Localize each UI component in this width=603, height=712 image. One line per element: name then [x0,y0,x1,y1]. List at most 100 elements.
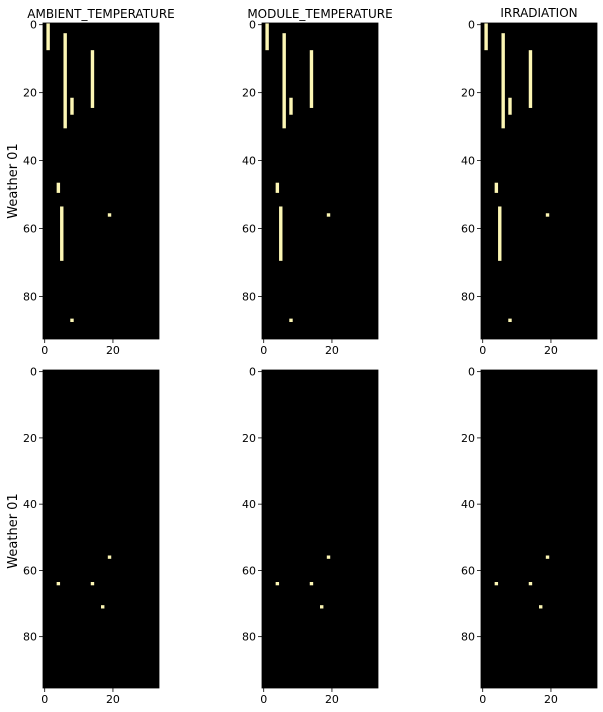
heatmap-background [262,370,378,688]
heatmap-cell [70,318,74,323]
heatmap-panel: 0 20 40 60 80 0 20 [461,19,598,357]
y-tick-label: 20 [242,87,256,100]
heatmap-cell [63,33,67,129]
y-tick-label: 40 [242,155,256,168]
x-tick-label: 20 [544,693,558,706]
heatmap-cell [90,50,95,108]
heatmap-background [481,370,597,688]
heatmap-cell [508,318,512,323]
y-tick-label: 40 [23,498,37,511]
row-label-top: Weather 01 [6,143,21,218]
y-tick-label: 0 [468,366,475,379]
heatmap-cell [501,33,505,129]
heatmap-cell [46,23,50,51]
heatmap-panel: 0 20 40 60 80 0 20 [461,366,598,706]
heatmap-panels: 0 20 40 60 80 0 20 0 20 40 60 80 0 20 0 20 40 60 80 0 20 0 20 4… [23,19,598,706]
heatmap-cell [289,318,293,323]
x-tick-label: 0 [479,344,486,357]
heatmap-cell [326,213,331,217]
x-tick-label: 20 [106,344,120,357]
heatmap-cell [494,582,499,586]
heatmap-cell [289,97,293,115]
heatmap-background [262,23,378,339]
y-tick-label: 0 [30,19,37,32]
y-tick-label: 60 [242,564,256,577]
y-tick-label: 20 [242,432,256,445]
y-tick-label: 40 [23,155,37,168]
heatmap-cell [56,582,61,586]
heatmap-cell [508,97,512,115]
heatmap-cell [282,33,286,129]
heatmap-cell [275,182,280,193]
heatmap-panel: 0 20 40 60 80 0 20 [23,366,160,706]
heatmap-cell [539,605,543,609]
axes-frame [42,22,160,340]
col-title-module-temperature: MODULE_TEMPERATURE [247,7,392,21]
heatmap-cell [545,555,550,559]
y-tick-label: 80 [242,291,256,304]
y-tick-label: 60 [461,564,475,577]
x-tick-label: 20 [544,344,558,357]
heatmap-panel: 0 20 40 60 80 0 20 [242,366,379,706]
y-tick-label: 0 [249,366,256,379]
y-tick-label: 80 [461,291,475,304]
x-tick-label: 20 [325,344,339,357]
heatmap-cell [70,97,74,115]
heatmap-cell [494,182,499,193]
y-tick-label: 20 [461,432,475,445]
heatmap-cell [484,23,488,51]
heatmap-background [43,23,159,339]
heatmap-cell [545,213,550,217]
heatmap-background [481,23,597,339]
y-tick-label: 20 [23,87,37,100]
axes-frame [480,369,598,689]
heatmap-cell [279,206,283,261]
y-tick-label: 0 [249,19,256,32]
heatmap-cell [56,182,61,193]
heatmap-panel: 0 20 40 60 80 0 20 [23,19,160,357]
heatmap-cell [309,50,314,108]
x-tick-label: 0 [260,693,267,706]
heatmap-cell [528,582,533,586]
y-tick-label: 40 [461,498,475,511]
heatmap-cell [90,582,95,586]
heatmap-cell [320,605,324,609]
y-tick-label: 80 [23,631,37,644]
y-tick-label: 40 [461,155,475,168]
y-tick-label: 80 [461,631,475,644]
y-tick-label: 60 [23,223,37,236]
heatmap-cell [326,555,331,559]
heatmap-cell [309,582,314,586]
y-tick-label: 60 [242,223,256,236]
heatmap-background [43,370,159,688]
axes-frame [261,22,379,340]
y-tick-label: 80 [242,631,256,644]
heatmap-cell [275,582,280,586]
axes-frame [261,369,379,689]
y-tick-label: 0 [468,19,475,32]
row-label-bottom: Weather 01 [6,493,21,568]
heatmap-cell [101,605,105,609]
heatmap-panel: 0 20 40 60 80 0 20 [242,19,379,357]
col-title-irradiation: IRRADIATION [500,6,577,20]
axes-frame [42,369,160,689]
heatmap-cell [528,50,533,108]
heatmap-cell [107,213,112,217]
axes-frame [480,22,598,340]
x-tick-label: 20 [325,693,339,706]
x-tick-label: 0 [41,693,48,706]
x-tick-label: 0 [260,344,267,357]
y-tick-label: 20 [23,432,37,445]
y-tick-label: 60 [461,223,475,236]
y-tick-label: 0 [30,366,37,379]
y-tick-label: 80 [23,291,37,304]
col-title-ambient-temperature: AMBIENT_TEMPERATURE [27,7,174,21]
heatmap-cell [498,206,502,261]
x-tick-label: 0 [479,693,486,706]
y-tick-label: 60 [23,564,37,577]
heatmap-cell [107,555,112,559]
x-tick-label: 0 [41,344,48,357]
heatmap-cell [60,206,64,261]
x-tick-label: 20 [106,693,120,706]
